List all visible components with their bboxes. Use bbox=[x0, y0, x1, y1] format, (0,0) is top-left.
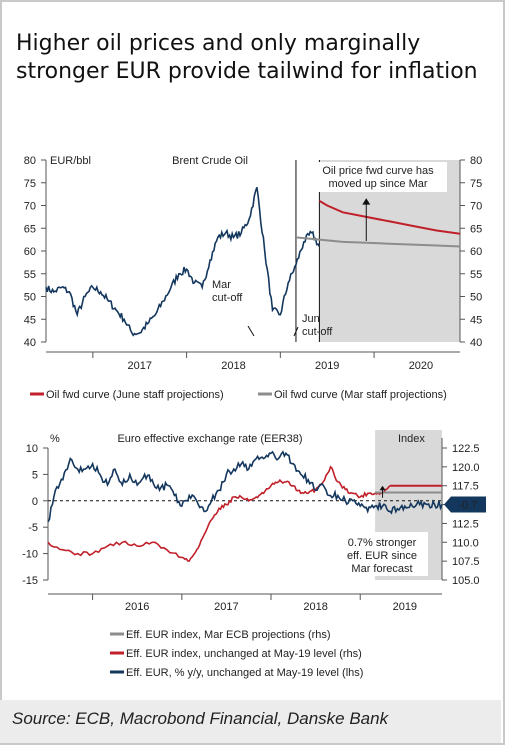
legend-label: Eff. EUR index, Mar ECB projections (rhs… bbox=[126, 629, 331, 641]
fwd-note-box bbox=[309, 162, 447, 192]
jun-fwd-curve bbox=[318, 200, 461, 235]
source-text: Source: ECB, Macrobond Financial, Danske… bbox=[12, 709, 389, 728]
y-unit-label-left: % bbox=[50, 433, 60, 445]
eer-yy-line bbox=[47, 450, 443, 523]
x-tick-label: 2017 bbox=[214, 601, 238, 613]
y-tick-label-left: 55 bbox=[24, 269, 36, 281]
y-unit-label: EUR/bbl bbox=[50, 155, 91, 167]
brent-series-label: Brent Crude Oil bbox=[172, 155, 248, 167]
y-tick-label-left: 60 bbox=[24, 246, 36, 258]
legend-label-jun: Oil fwd curve (June staff projections) bbox=[46, 389, 224, 401]
fwd-note-label: Oil price fwd curve has moved up since Ma… bbox=[322, 165, 434, 190]
y-tick-label-left: 5 bbox=[32, 469, 38, 481]
y-tick-label-right: 112.5 bbox=[452, 518, 479, 530]
y-tick-label-left: 75 bbox=[24, 178, 36, 190]
y-tick-label-left: 45 bbox=[24, 314, 36, 326]
legend-label-mar: Oil fwd curve (Mar staff projections) bbox=[274, 389, 447, 401]
y-tick-label-right: 55 bbox=[470, 269, 482, 281]
y-tick-label-left: -15 bbox=[22, 575, 38, 587]
x-tick-label: 2019 bbox=[315, 360, 339, 372]
y-tick-label-right: 117.5 bbox=[452, 481, 479, 493]
source-footer: Source: ECB, Macrobond Financial, Danske… bbox=[0, 700, 501, 743]
x-tick-label: 2018 bbox=[303, 601, 327, 613]
x-tick-label: 2020 bbox=[409, 360, 433, 372]
y-tick-label-left: 10 bbox=[26, 443, 38, 455]
eer-chart-region bbox=[0, 420, 505, 700]
y-tick-label-left: 65 bbox=[24, 223, 36, 235]
annotation-arrow-head bbox=[379, 485, 386, 491]
mar-fwd-curve bbox=[295, 236, 461, 248]
eer-chart: -15-10-50510105.0107.5110.0112.5115.0117… bbox=[22, 430, 486, 679]
jun-cutoff-pointer bbox=[293, 326, 299, 337]
y-tick-label-right: 60 bbox=[470, 246, 482, 258]
y-tick-label-right: 107.5 bbox=[452, 556, 480, 568]
y-tick-label-right: 75 bbox=[470, 178, 482, 190]
y-tick-label-left: -10 bbox=[22, 549, 38, 561]
y-tick-label-left: 80 bbox=[24, 155, 36, 167]
mar-cutoff-pointer bbox=[247, 325, 255, 337]
y-tick-label-left: 40 bbox=[24, 337, 36, 349]
y-tick-label-right: 70 bbox=[470, 201, 482, 213]
y-tick-label-right: 40 bbox=[470, 337, 482, 349]
legend-label: Eff. EUR, % y/y, unchanged at May-19 lev… bbox=[126, 667, 363, 679]
figure-title: Higher oil prices and only marginally st… bbox=[16, 31, 478, 84]
y-tick-label-left: 70 bbox=[24, 201, 36, 213]
eer-chart-title: Euro effective exchange rate (EER38) bbox=[117, 433, 302, 445]
y-tick-label-left: -5 bbox=[28, 522, 38, 534]
fwd-arrow-head bbox=[362, 198, 371, 205]
end-value-marker bbox=[444, 496, 486, 513]
y-tick-label-right: 45 bbox=[470, 314, 482, 326]
brent-line bbox=[45, 187, 321, 337]
mar-cutoff-label: Mar cut-off bbox=[212, 279, 243, 304]
y-tick-label-right: 80 bbox=[470, 155, 482, 167]
y-tick-label-left: 0 bbox=[32, 496, 38, 508]
y-unit-label-right: Index bbox=[398, 433, 425, 445]
jun-cutoff-label: Jun cut-off bbox=[302, 313, 333, 338]
y-tick-label-right: 110.0 bbox=[452, 537, 479, 549]
x-tick-label: 2019 bbox=[393, 601, 417, 613]
eer-index-line bbox=[47, 465, 391, 562]
legend-label: Eff. EUR index, unchanged at May-19 leve… bbox=[126, 648, 362, 660]
annotation-box bbox=[336, 532, 428, 576]
annotation-label: 0.7% stronger eff. EUR since Mar forecast bbox=[347, 537, 417, 575]
end-value-label: -0.7 bbox=[459, 499, 478, 511]
y-tick-label-right: 120.0 bbox=[452, 462, 480, 474]
y-tick-label-left: 50 bbox=[24, 292, 36, 304]
x-tick-label: 2017 bbox=[127, 360, 151, 372]
x-tick-label: 2016 bbox=[125, 601, 149, 613]
y-tick-label-right: 105.0 bbox=[452, 575, 480, 587]
oil-price-chart: 40 40 45 45 50 50 55 55 60 60 65 65 70 70 75 75 80 80 2017… bbox=[24, 155, 483, 401]
x-tick-label: 2018 bbox=[221, 360, 245, 372]
y-tick-label-right: 65 bbox=[470, 223, 482, 235]
y-tick-label-right: 122.5 bbox=[452, 443, 480, 455]
y-tick-label-right: 50 bbox=[470, 292, 482, 304]
